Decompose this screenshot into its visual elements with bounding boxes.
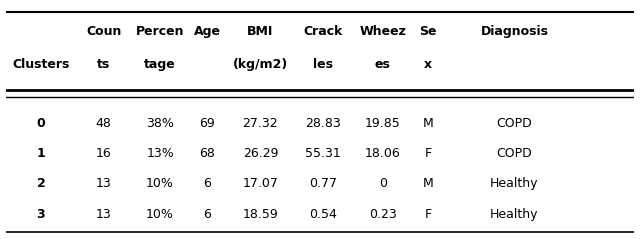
Text: 13: 13 — [96, 177, 111, 190]
Text: Coun: Coun — [86, 25, 122, 38]
Text: ts: ts — [97, 58, 110, 71]
Text: 6: 6 — [203, 177, 211, 190]
Text: 68: 68 — [199, 147, 215, 160]
Text: 0.23: 0.23 — [369, 208, 397, 221]
Text: 17.07: 17.07 — [243, 177, 278, 190]
Text: Clusters: Clusters — [12, 58, 70, 71]
Text: 16: 16 — [96, 147, 111, 160]
Text: 19.85: 19.85 — [365, 117, 401, 130]
Text: COPD: COPD — [497, 147, 532, 160]
Text: x: x — [424, 58, 432, 71]
Text: (kg/m2): (kg/m2) — [233, 58, 288, 71]
Text: 19.03: 19.03 — [243, 238, 278, 239]
Text: 18.59: 18.59 — [243, 208, 278, 221]
Text: M: M — [422, 177, 433, 190]
Text: tage: tage — [144, 58, 176, 71]
Text: M: M — [422, 117, 433, 130]
Text: 28.83: 28.83 — [305, 117, 341, 130]
Text: 48: 48 — [95, 117, 111, 130]
Text: F: F — [424, 238, 431, 239]
Text: Wheez: Wheez — [359, 25, 406, 38]
Text: Crack: Crack — [303, 25, 343, 38]
Text: 1.88: 1.88 — [309, 238, 337, 239]
Text: Se: Se — [419, 25, 436, 38]
Text: URTI: URTI — [500, 238, 529, 239]
Text: Percen: Percen — [136, 25, 184, 38]
Text: es: es — [375, 58, 390, 71]
Text: 13: 13 — [96, 208, 111, 221]
Text: 13%: 13% — [146, 147, 174, 160]
Text: 26.29: 26.29 — [243, 147, 278, 160]
Text: 0: 0 — [379, 177, 387, 190]
Text: 2: 2 — [36, 177, 45, 190]
Text: 38%: 38% — [146, 117, 174, 130]
Text: 6: 6 — [203, 208, 211, 221]
Text: 0.54: 0.54 — [309, 208, 337, 221]
Text: 1: 1 — [36, 147, 45, 160]
Text: Healthy: Healthy — [490, 208, 539, 221]
Text: COPD: COPD — [497, 117, 532, 130]
Text: 0: 0 — [36, 117, 45, 130]
Text: F: F — [424, 147, 431, 160]
Text: 4: 4 — [36, 238, 45, 239]
Text: 18.06: 18.06 — [365, 147, 401, 160]
Text: 3: 3 — [36, 208, 45, 221]
Text: 8: 8 — [100, 238, 108, 239]
Text: 10%: 10% — [146, 208, 174, 221]
Text: 69: 69 — [199, 117, 215, 130]
Text: Age: Age — [194, 25, 221, 38]
Text: les: les — [313, 58, 333, 71]
Text: 6%: 6% — [150, 238, 170, 239]
Text: 0.38: 0.38 — [369, 238, 397, 239]
Text: BMI: BMI — [247, 25, 274, 38]
Text: Diagnosis: Diagnosis — [481, 25, 548, 38]
Text: 10%: 10% — [146, 177, 174, 190]
Text: 55.31: 55.31 — [305, 147, 341, 160]
Text: 27.32: 27.32 — [243, 117, 278, 130]
Text: 0.77: 0.77 — [309, 177, 337, 190]
Text: Healthy: Healthy — [490, 177, 539, 190]
Text: F: F — [424, 208, 431, 221]
Text: 4: 4 — [203, 238, 211, 239]
